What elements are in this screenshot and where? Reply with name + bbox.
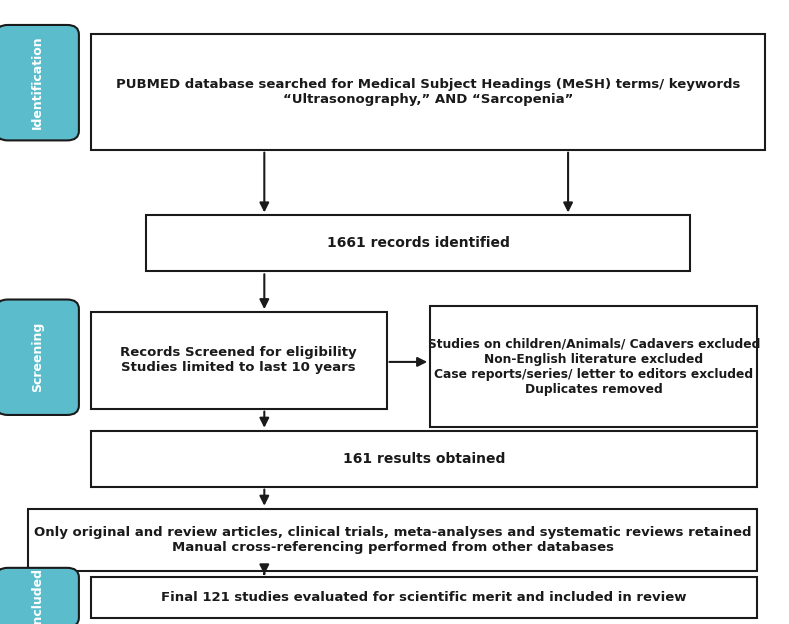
- FancyBboxPatch shape: [146, 215, 690, 271]
- Text: Only original and review articles, clinical trials, meta-analyses and systematic: Only original and review articles, clini…: [34, 526, 751, 553]
- Text: Records Screened for eligibility
Studies limited to last 10 years: Records Screened for eligibility Studies…: [121, 346, 357, 374]
- FancyBboxPatch shape: [91, 34, 765, 150]
- FancyBboxPatch shape: [91, 312, 387, 409]
- FancyBboxPatch shape: [0, 25, 79, 140]
- Text: Studies on children/Animals/ Cadavers excluded
Non-English literature excluded
C: Studies on children/Animals/ Cadavers ex…: [428, 338, 760, 396]
- Text: Included: Included: [31, 567, 44, 624]
- FancyBboxPatch shape: [430, 306, 757, 427]
- Text: 1661 records identified: 1661 records identified: [327, 236, 510, 250]
- Text: Screening: Screening: [31, 322, 44, 392]
- Text: PUBMED database searched for Medical Subject Headings (MeSH) terms/ keywords
“Ul: PUBMED database searched for Medical Sub…: [116, 78, 740, 106]
- Text: Identification: Identification: [31, 36, 44, 130]
- FancyBboxPatch shape: [0, 568, 79, 624]
- Text: Final 121 studies evaluated for scientific merit and included in review: Final 121 studies evaluated for scientif…: [161, 591, 687, 604]
- FancyBboxPatch shape: [0, 300, 79, 415]
- Text: 161 results obtained: 161 results obtained: [343, 452, 505, 466]
- FancyBboxPatch shape: [91, 577, 757, 618]
- FancyBboxPatch shape: [91, 431, 757, 487]
- FancyBboxPatch shape: [28, 509, 757, 571]
